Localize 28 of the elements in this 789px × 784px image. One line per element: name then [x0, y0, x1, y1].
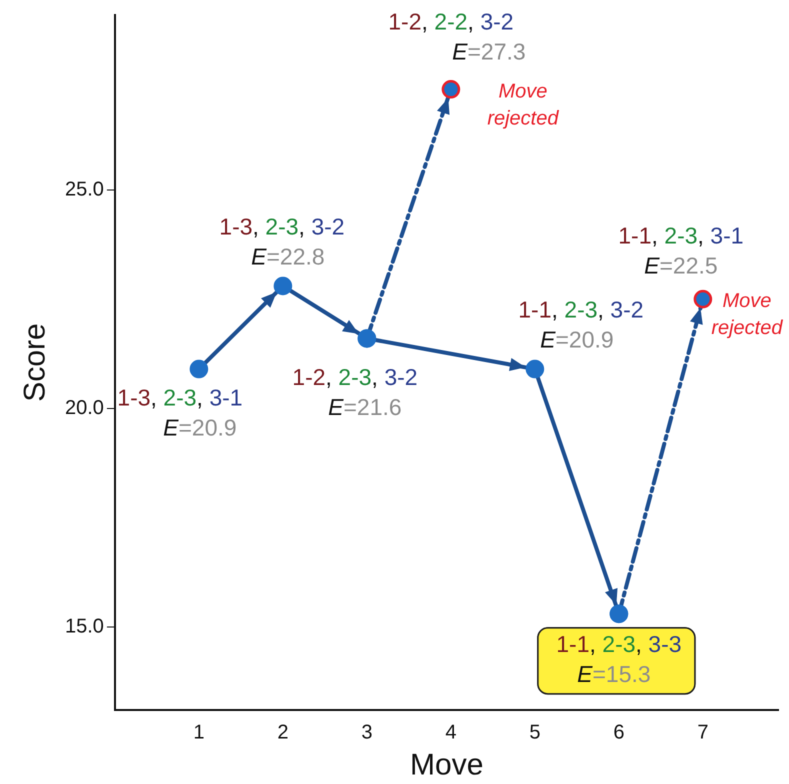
- annotation: E=20.9: [540, 326, 614, 352]
- annotation: E=21.6: [328, 394, 402, 420]
- annotation: E=22.8: [251, 243, 325, 270]
- annotation: 1-3, 2-3, 3-2: [219, 213, 345, 240]
- annotation: 1-1, 2-3, 3-2: [518, 296, 644, 322]
- annotation: 1-1, 2-3, 3-3: [556, 631, 682, 658]
- annotation: Move rejected: [711, 290, 784, 340]
- y-axis-title: Score: [18, 323, 52, 402]
- annotation: 1-3, 2-3, 3-1: [117, 384, 243, 410]
- annotation: 1-2, 2-2, 3-2: [388, 8, 514, 35]
- x-tick-label: 7: [697, 722, 708, 744]
- x-tick-label: 6: [613, 722, 624, 744]
- x-tick-label: 1: [193, 722, 204, 744]
- annotation: E=22.5: [644, 252, 718, 279]
- annotation: Move rejected: [487, 80, 560, 130]
- annotation: E=27.3: [452, 38, 526, 65]
- y-tick-label: 25.0: [64, 178, 104, 200]
- annotation: 1-1, 2-3, 3-1: [618, 222, 744, 248]
- y-tick-label: 15.0: [64, 615, 104, 638]
- annotation: E=20.9: [163, 414, 237, 440]
- x-tick-label: 5: [529, 722, 540, 744]
- x-axis-title: Move: [410, 748, 484, 782]
- x-tick-label: 4: [445, 722, 456, 744]
- annotation: E=15.3: [577, 661, 651, 688]
- x-tick-label: 3: [361, 722, 372, 744]
- y-tick-label: 20.0: [64, 396, 104, 419]
- x-tick-label: 2: [277, 722, 288, 744]
- annotation: 1-2, 2-3, 3-2: [292, 364, 418, 390]
